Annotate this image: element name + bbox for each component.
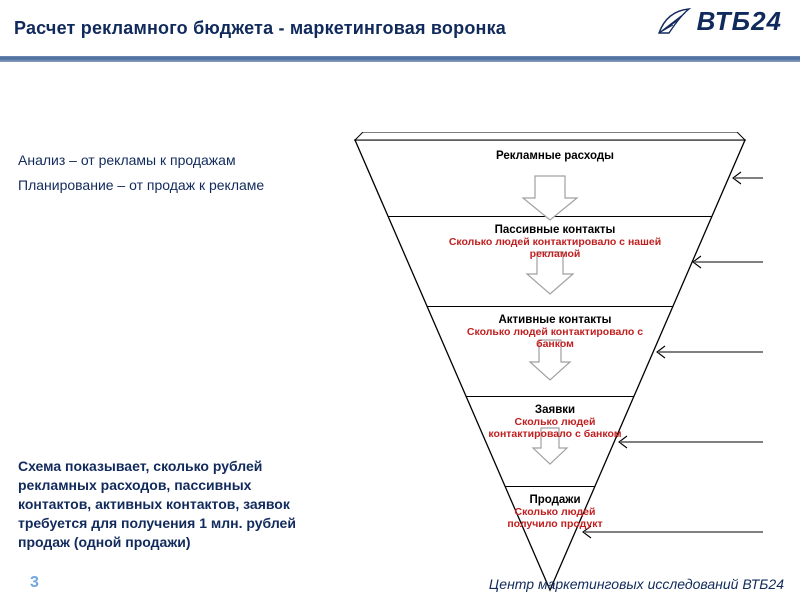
funnel-svg	[345, 132, 765, 600]
left-text-planning: Планирование – от продаж к рекламе	[18, 177, 318, 193]
logo-wing-icon	[657, 7, 691, 37]
left-text-analysis: Анализ – от рекламы к продажам	[18, 152, 318, 168]
page-title: Расчет рекламного бюджета - маркетингова…	[14, 18, 506, 39]
footer-text: Центр маркетинговых исследований ВТБ24	[489, 576, 784, 592]
left-text-description: Схема показывает, сколько рублей рекламн…	[18, 457, 318, 551]
page-number: 3	[30, 574, 39, 592]
logo: ВТБ24	[657, 6, 782, 37]
marketing-funnel: Рекламные расходы Пассивные контакты Ско…	[345, 132, 765, 600]
title-bar: Расчет рекламного бюджета - маркетингова…	[0, 0, 800, 56]
body: Анализ – от рекламы к продажам Планирова…	[0, 62, 800, 570]
logo-text: ВТБ24	[697, 6, 782, 37]
